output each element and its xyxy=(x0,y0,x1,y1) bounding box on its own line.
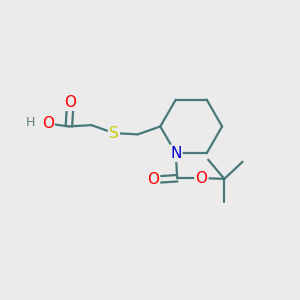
Text: O: O xyxy=(195,171,207,186)
Text: H: H xyxy=(25,116,35,128)
Text: N: N xyxy=(170,146,182,161)
Text: O: O xyxy=(42,116,54,131)
Text: O: O xyxy=(147,172,159,187)
Text: O: O xyxy=(64,95,76,110)
Text: S: S xyxy=(109,126,119,141)
